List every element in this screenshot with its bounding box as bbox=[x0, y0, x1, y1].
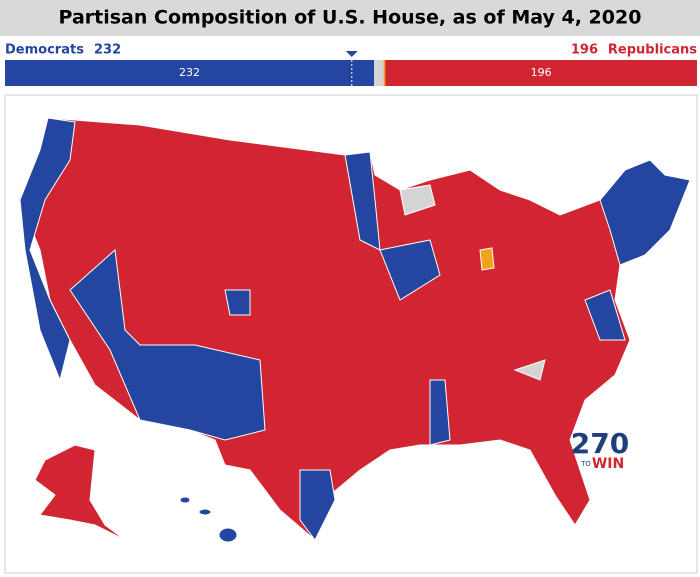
bar-segment bbox=[5, 60, 375, 86]
map bbox=[19, 117, 691, 543]
district-blue bbox=[344, 151, 381, 251]
logo-win: WIN bbox=[592, 456, 624, 472]
dem-name: Democrats bbox=[5, 43, 84, 58]
district-blue bbox=[69, 248, 266, 441]
vacant bbox=[513, 359, 546, 381]
logo-to: TO bbox=[580, 460, 591, 468]
rep-seats: 196 bbox=[571, 43, 598, 58]
district-blue bbox=[224, 289, 251, 316]
logo-number: 270 bbox=[571, 427, 629, 460]
district-blue bbox=[299, 469, 336, 541]
libertarian bbox=[479, 247, 495, 271]
district-blue bbox=[429, 379, 451, 446]
district-blue bbox=[584, 289, 626, 341]
district-blue bbox=[599, 159, 691, 266]
bar-label: 232 bbox=[179, 66, 200, 79]
rep-name: Republicans bbox=[608, 43, 697, 58]
vacant bbox=[399, 184, 436, 216]
bar-segment bbox=[383, 60, 386, 86]
bar-segment bbox=[385, 60, 697, 86]
title-bar bbox=[0, 0, 700, 36]
hawaii bbox=[218, 527, 238, 543]
bar-label: 196 bbox=[531, 66, 552, 79]
bar-segment bbox=[374, 60, 384, 86]
district-blue bbox=[379, 239, 441, 301]
alaska bbox=[34, 444, 126, 541]
district-blue bbox=[19, 117, 76, 382]
title: Partisan Composition of U.S. House, as o… bbox=[59, 7, 642, 29]
dem-seats: 232 bbox=[94, 43, 121, 58]
hawaii bbox=[198, 508, 212, 516]
majority-marker bbox=[345, 51, 358, 57]
hawaii bbox=[179, 496, 191, 504]
seat-bar: 232 196 bbox=[5, 51, 697, 86]
